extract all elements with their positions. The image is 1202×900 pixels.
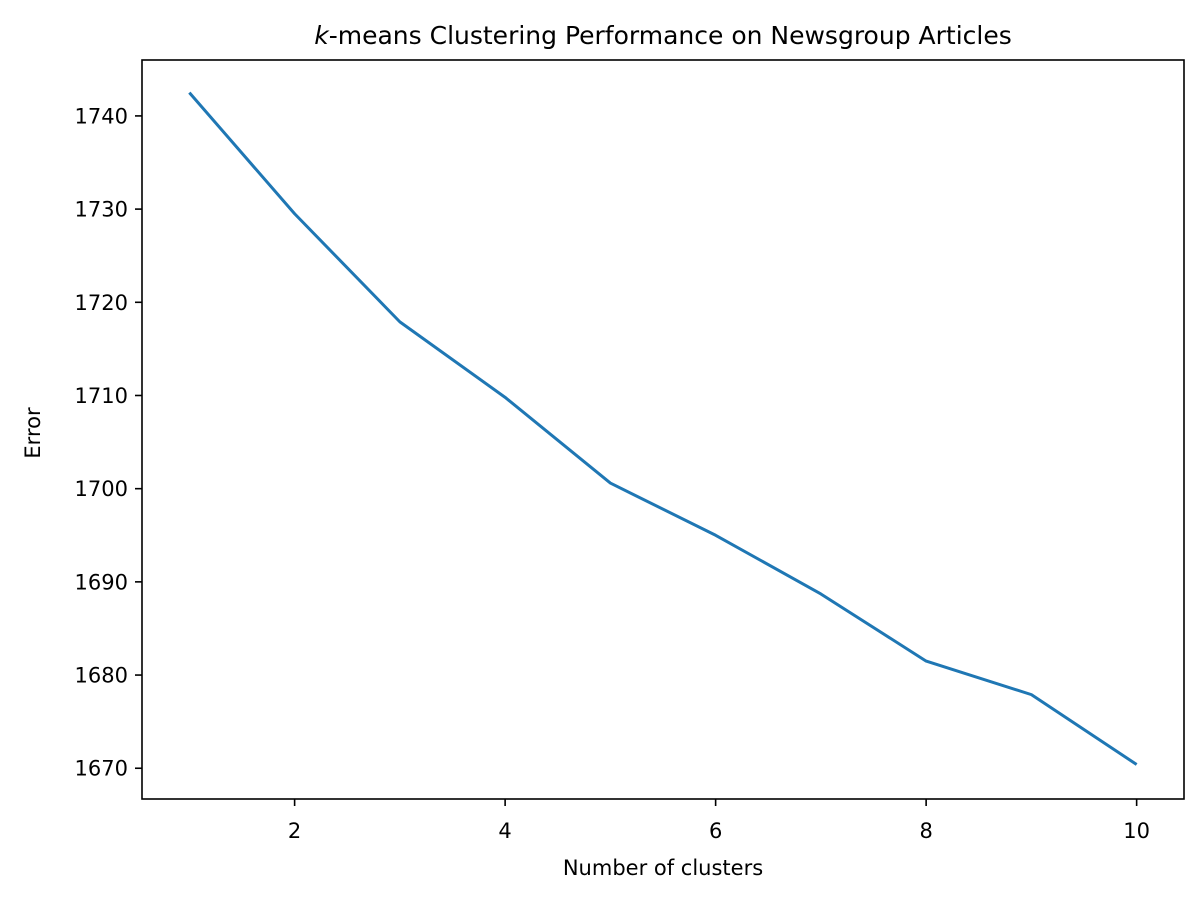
x-tick-label: 10 — [1123, 819, 1150, 843]
y-axis-label: Error — [21, 407, 45, 459]
x-tick-label: 2 — [288, 819, 301, 843]
x-tick-label: 6 — [709, 819, 722, 843]
y-tick-label: 1710 — [75, 384, 128, 408]
axis-ticks: 2 4 6 8 10 1670 1680 1690 1700 1710 1720 1730 1740 — [75, 104, 1150, 843]
y-tick-label: 1700 — [75, 477, 128, 501]
y-tick-label: 1720 — [75, 291, 128, 315]
chart-title-rest: -means Clustering Performance on Newsgro… — [329, 21, 1012, 50]
x-tick-label: 4 — [498, 819, 511, 843]
y-tick-label: 1670 — [75, 757, 128, 781]
y-tick-label: 1730 — [75, 198, 128, 222]
y-tick-label: 1740 — [75, 104, 128, 128]
y-tick-label: 1680 — [75, 664, 128, 688]
plot-frame — [141, 59, 1185, 800]
chart-title: k-means Clustering Performance on Newsgr… — [314, 21, 1012, 50]
chart-title-italic: k — [314, 21, 330, 50]
x-axis-label: Number of clusters — [563, 856, 763, 880]
series-line — [188, 91, 1138, 766]
y-tick-label: 1690 — [75, 570, 128, 594]
x-tick-label: 8 — [919, 819, 932, 843]
